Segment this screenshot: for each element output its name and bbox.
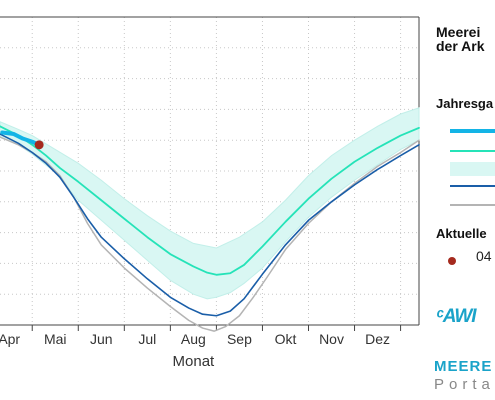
range-band [0,107,420,300]
x-tick-label: Jun [90,331,113,347]
x-tick-label: Nov [319,331,344,347]
sea-ice-chart: Apr Mai Jun Jul Aug Sep Okt Nov Dez Monat [0,16,420,370]
x-tick-label: Sep [227,331,252,347]
series-line-low [0,133,420,317]
x-axis-title: Monat [173,353,216,370]
awi-logo: ᶜAWI [436,306,477,328]
x-tick-label: Apr [0,331,20,347]
x-tick-label: Aug [181,331,206,347]
range-band-layer [0,107,420,300]
x-tick-label: Jul [138,331,156,347]
legend-current-date: 04 [476,248,492,264]
series-line-mean [0,125,420,276]
current-day-marker [34,140,44,150]
x-tick-labels: Apr Mai Jun Jul Aug Sep Okt Nov Dez [0,331,390,347]
awi-logo-text: AWI [442,306,477,327]
series-lines-layer [0,125,420,332]
x-tick-label: Dez [365,331,390,347]
legend-panel: Meerei der Ark Jahresga Aktuelle 04 ᶜAWI… [428,0,495,400]
x-tick-label: Okt [275,331,297,347]
legend-swatch-range [450,162,495,176]
portal-name: MEERE [434,358,493,375]
portal-subtitle: Porta [434,376,495,393]
legend-section-yearly: Jahresga [436,96,494,111]
x-tick-label: Mai [44,331,67,347]
legend-section-current: Aktuelle [436,226,487,241]
awi-logo-mark: ᶜ [436,306,444,327]
legend-marker-dot [448,257,456,265]
legend-title: Meerei der Ark [436,25,485,53]
series-line-current [0,130,42,147]
legend-title-line1: Meerei [436,24,481,40]
marker-layer [34,140,44,150]
legend-swatches [450,129,495,206]
legend-title-line2: der Ark [436,38,485,54]
